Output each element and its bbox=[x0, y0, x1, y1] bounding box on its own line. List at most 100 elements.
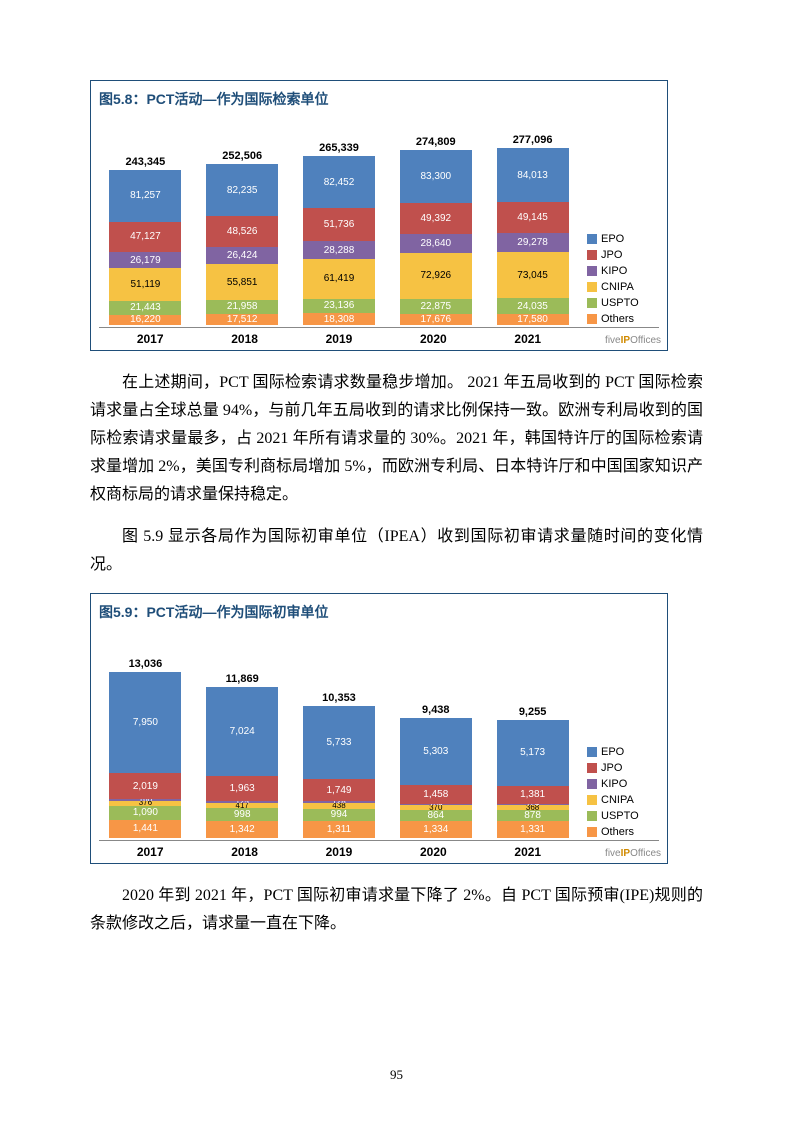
bar-segment-cnipa: 73,045 bbox=[497, 252, 569, 299]
x-axis-label: 2018 bbox=[206, 332, 284, 346]
bar-segment-epo: 7,024 bbox=[206, 687, 278, 777]
bar-segment-others: 1,441 bbox=[109, 820, 181, 838]
bar-segment-jpo: 47,127 bbox=[109, 222, 181, 252]
chart-5-8-title: 图5.8：PCT活动—作为国际检索单位 bbox=[99, 89, 659, 109]
bar-segment-jpo: 1,963 bbox=[206, 776, 278, 801]
x-axis-label: 2019 bbox=[300, 332, 378, 346]
bar-segment-uspto: 21,443 bbox=[109, 301, 181, 315]
bar-segment-jpo: 1,381 bbox=[497, 786, 569, 804]
chart-5-8-bars: 243,345 16,22021,44351,11926,17947,12781,… bbox=[99, 115, 579, 325]
bar-segment-uspto: 23,136 bbox=[303, 299, 375, 314]
bar-total-label: 11,869 bbox=[226, 673, 259, 685]
bar-segment-others: 16,220 bbox=[109, 315, 181, 325]
legend-item-others: Others bbox=[587, 313, 659, 325]
bar-column: 13,0361,4411,0903761602,0197,950 bbox=[106, 658, 184, 838]
bar-segment-uspto: 24,035 bbox=[497, 298, 569, 313]
page-number: 95 bbox=[0, 1067, 793, 1083]
bar-segment-epo: 5,733 bbox=[303, 706, 375, 779]
bar-total-label: 243,345 bbox=[126, 156, 166, 168]
x-axis-label: 2017 bbox=[111, 845, 189, 859]
bar-segment-kipo: 26,179 bbox=[109, 252, 181, 269]
bar-total-label: 9,255 bbox=[519, 706, 547, 718]
bar-segment-cnipa: 55,851 bbox=[206, 264, 278, 300]
legend-item-kipo: KIPO bbox=[587, 778, 659, 790]
bar-segment-jpo: 48,526 bbox=[206, 216, 278, 247]
bar-segment-kipo: 29,278 bbox=[497, 233, 569, 252]
bar-column: 277,096 17,58024,03573,04529,27849,14584,… bbox=[494, 134, 572, 325]
bar-column: 11,8691,3429984171251,9637,024 bbox=[203, 673, 281, 838]
bar-segment-epo: 7,950 bbox=[109, 672, 181, 773]
x-axis-label: 2018 bbox=[206, 845, 284, 859]
bar-segment-kipo: 125 bbox=[206, 801, 278, 803]
bar-segment-kipo: 124 bbox=[497, 804, 569, 806]
bar-segment-kipo: 109 bbox=[400, 804, 472, 805]
legend-item-cnipa: CNIPA bbox=[587, 794, 659, 806]
legend-item-epo: EPO bbox=[587, 233, 659, 245]
x-axis-label: 2017 bbox=[111, 332, 189, 346]
bar-segment-epo: 5,303 bbox=[400, 718, 472, 786]
bar-segment-cnipa: 51,119 bbox=[109, 268, 181, 301]
bar-segment-kipo: 160 bbox=[109, 799, 181, 801]
bar-segment-cnipa: 368 bbox=[497, 805, 569, 810]
bar-segment-uspto: 864 bbox=[400, 810, 472, 821]
bar-segment-others: 17,580 bbox=[497, 314, 569, 325]
x-axis-label: 2019 bbox=[300, 845, 378, 859]
x-axis-label: 2021 bbox=[489, 845, 567, 859]
x-axis-label: 2020 bbox=[394, 332, 472, 346]
bar-column: 10,3531,3119944381281,7495,733 bbox=[300, 692, 378, 838]
chart-5-9-legend: EPOJPOKIPOCNIPAUSPTOOthers bbox=[579, 746, 659, 838]
bar-segment-uspto: 998 bbox=[206, 808, 278, 821]
chart-5-8-xaxis: 2017 2018 2019 2020 2021 bbox=[99, 328, 579, 346]
bar-segment-cnipa: 438 bbox=[303, 803, 375, 809]
legend-item-others: Others bbox=[587, 826, 659, 838]
paragraph-2: 图 5.9 显示各局作为国际初审单位（IPEA）收到国际初审请求量随时间的变化情… bbox=[90, 523, 703, 579]
bar-segment-epo: 82,235 bbox=[206, 164, 278, 216]
bar-segment-others: 17,676 bbox=[400, 314, 472, 325]
paragraph-1: 在上述期间，PCT 国际检索请求数量稳步增加。 2021 年五局收到的 PCT … bbox=[90, 369, 703, 509]
bar-segment-others: 1,334 bbox=[400, 821, 472, 838]
legend-item-kipo: KIPO bbox=[587, 265, 659, 277]
chart-5-9-title: 图5.9：PCT活动—作为国际初审单位 bbox=[99, 602, 659, 622]
bar-total-label: 277,096 bbox=[513, 134, 553, 146]
bar-segment-kipo: 28,288 bbox=[303, 241, 375, 259]
bar-segment-jpo: 49,392 bbox=[400, 203, 472, 235]
bar-segment-epo: 82,452 bbox=[303, 156, 375, 209]
bar-total-label: 265,339 bbox=[319, 142, 359, 154]
bar-segment-jpo: 1,749 bbox=[303, 779, 375, 801]
bar-segment-uspto: 878 bbox=[497, 810, 569, 821]
bar-column: 9,255 1,3318783681241,3815,173 bbox=[494, 706, 572, 838]
bar-column: 9,4381,3348643701091,4585,303 bbox=[397, 704, 475, 838]
bar-segment-cnipa: 376 bbox=[109, 801, 181, 806]
bar-segment-jpo: 49,145 bbox=[497, 202, 569, 233]
chart-5-9: 图5.9：PCT活动—作为国际初审单位 13,0361,4411,0903761… bbox=[90, 593, 668, 864]
bar-column: 265,33918,30823,13661,41928,28851,73682,… bbox=[300, 142, 378, 325]
bar-segment-others: 1,311 bbox=[303, 821, 375, 838]
bar-segment-jpo: 1,458 bbox=[400, 785, 472, 804]
bar-total-label: 10,353 bbox=[322, 692, 356, 704]
bar-column: 274,80917,67622,87572,92628,64049,39283,… bbox=[397, 136, 475, 325]
bar-segment-jpo: 2,019 bbox=[109, 773, 181, 799]
bar-total-label: 252,506 bbox=[222, 150, 262, 162]
legend-item-uspto: USPTO bbox=[587, 810, 659, 822]
legend-item-cnipa: CNIPA bbox=[587, 281, 659, 293]
bar-segment-others: 1,331 bbox=[497, 821, 569, 838]
bar-segment-epo: 5,173 bbox=[497, 720, 569, 786]
five-ip-offices-logo: fiveIPOffices bbox=[605, 335, 661, 346]
bar-segment-epo: 84,013 bbox=[497, 148, 569, 202]
bar-column: 252,50617,51221,95855,85126,42448,52682,… bbox=[203, 150, 281, 325]
bar-segment-cnipa: 417 bbox=[206, 803, 278, 808]
bar-segment-epo: 83,300 bbox=[400, 150, 472, 203]
bar-segment-uspto: 21,958 bbox=[206, 300, 278, 314]
bar-segment-epo: 81,257 bbox=[109, 170, 181, 222]
bar-total-label: 13,036 bbox=[129, 658, 163, 670]
bar-segment-kipo: 26,424 bbox=[206, 247, 278, 264]
bar-segment-others: 18,308 bbox=[303, 313, 375, 325]
legend-item-epo: EPO bbox=[587, 746, 659, 758]
five-ip-offices-logo: fiveIPOffices bbox=[605, 848, 661, 859]
bar-segment-jpo: 51,736 bbox=[303, 208, 375, 241]
x-axis-label: 2021 bbox=[489, 332, 567, 346]
bar-segment-uspto: 22,875 bbox=[400, 299, 472, 314]
paragraph-3: 2020 年到 2021 年，PCT 国际初审请求量下降了 2%。自 PCT 国… bbox=[90, 882, 703, 938]
bar-total-label: 274,809 bbox=[416, 136, 456, 148]
bar-segment-kipo: 28,640 bbox=[400, 234, 472, 252]
